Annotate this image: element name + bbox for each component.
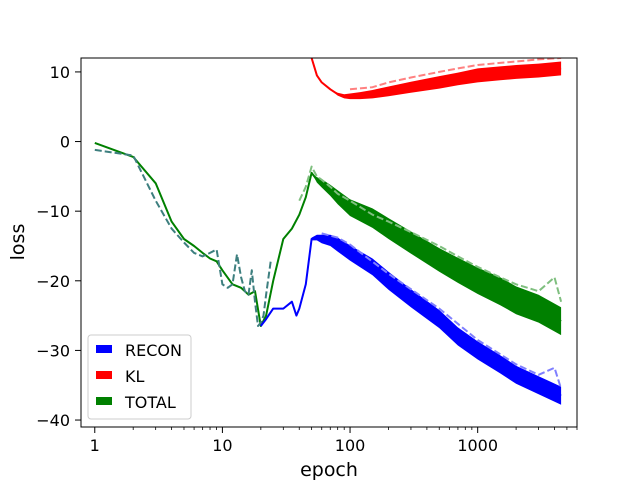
x-tick-label: 100 [335, 436, 366, 455]
y-tick-label: −10 [36, 202, 70, 221]
series-line-early-validation [94, 148, 272, 327]
series-line-kl [310, 58, 562, 98]
x-tick-label: 10 [212, 436, 232, 455]
series-layer [94, 58, 563, 405]
y-tick-label: −20 [36, 272, 70, 291]
x-tick-label: 1 [90, 436, 100, 455]
legend-swatch-recon [96, 345, 112, 353]
y-tick-label: 10 [50, 63, 70, 82]
legend: RECON KL TOTAL [87, 334, 192, 420]
plot-frame [80, 57, 578, 428]
series-band-recon [260, 234, 562, 405]
series-line-total [94, 141, 562, 327]
legend-label-total: TOTAL [124, 393, 176, 412]
legend-label-recon: RECON [125, 341, 182, 360]
y-axis-label: loss [7, 224, 29, 261]
series-line-total-validation [298, 165, 563, 302]
x-axis-label: epoch [300, 459, 358, 480]
legend-frame [87, 334, 192, 420]
series-line-recon-validation [321, 232, 563, 390]
y-tick-label: −40 [36, 411, 70, 430]
series-band-kl [311, 58, 562, 100]
x-tick-label: 1000 [457, 436, 498, 455]
series-line-recon [260, 236, 562, 397]
y-tick-label: 0 [60, 133, 70, 152]
y-axis: 10 0 −10 −20 −30 −40 [36, 63, 81, 430]
legend-label-kl: KL [125, 367, 144, 386]
legend-swatch-kl [96, 371, 112, 379]
x-axis: 1 10 100 1000 [90, 427, 578, 455]
legend-swatch-total [96, 397, 112, 405]
series-line-kl-validation [349, 58, 562, 91]
y-tick-label: −30 [36, 341, 70, 360]
